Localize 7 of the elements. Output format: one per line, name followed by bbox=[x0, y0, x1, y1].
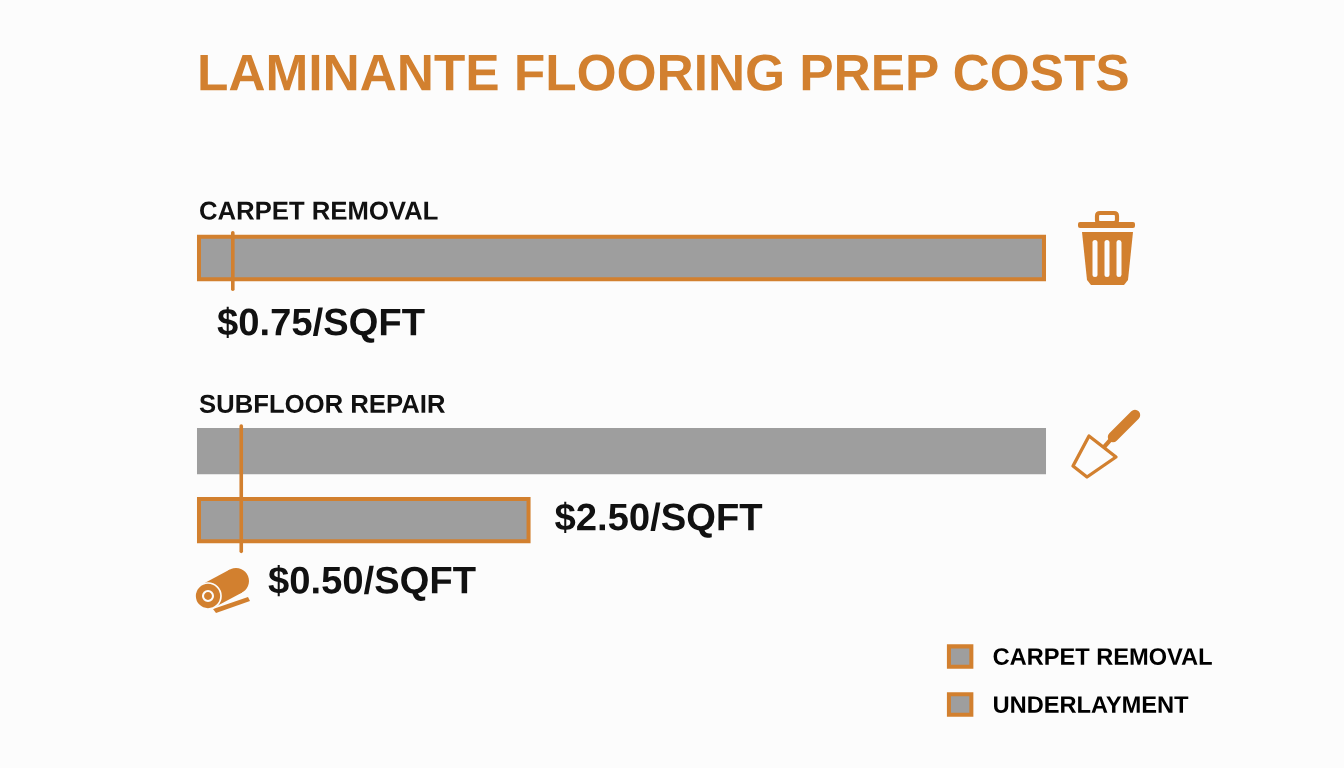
legend-label: UNDERLAYMENT bbox=[994, 696, 1189, 713]
chart-title: LAMINANTE FLOORING PREP COSTS bbox=[200, 54, 1128, 91]
annotation: $2.50/SQFT bbox=[555, 501, 763, 538]
annotation: $0.50/SQFT bbox=[268, 565, 476, 601]
annotation: $0.75/SQFT bbox=[217, 306, 425, 343]
legend-label: CARPET REMOVAL bbox=[993, 648, 1212, 665]
y-tick-label: SUBFLOOR REPAIR bbox=[199, 394, 445, 413]
